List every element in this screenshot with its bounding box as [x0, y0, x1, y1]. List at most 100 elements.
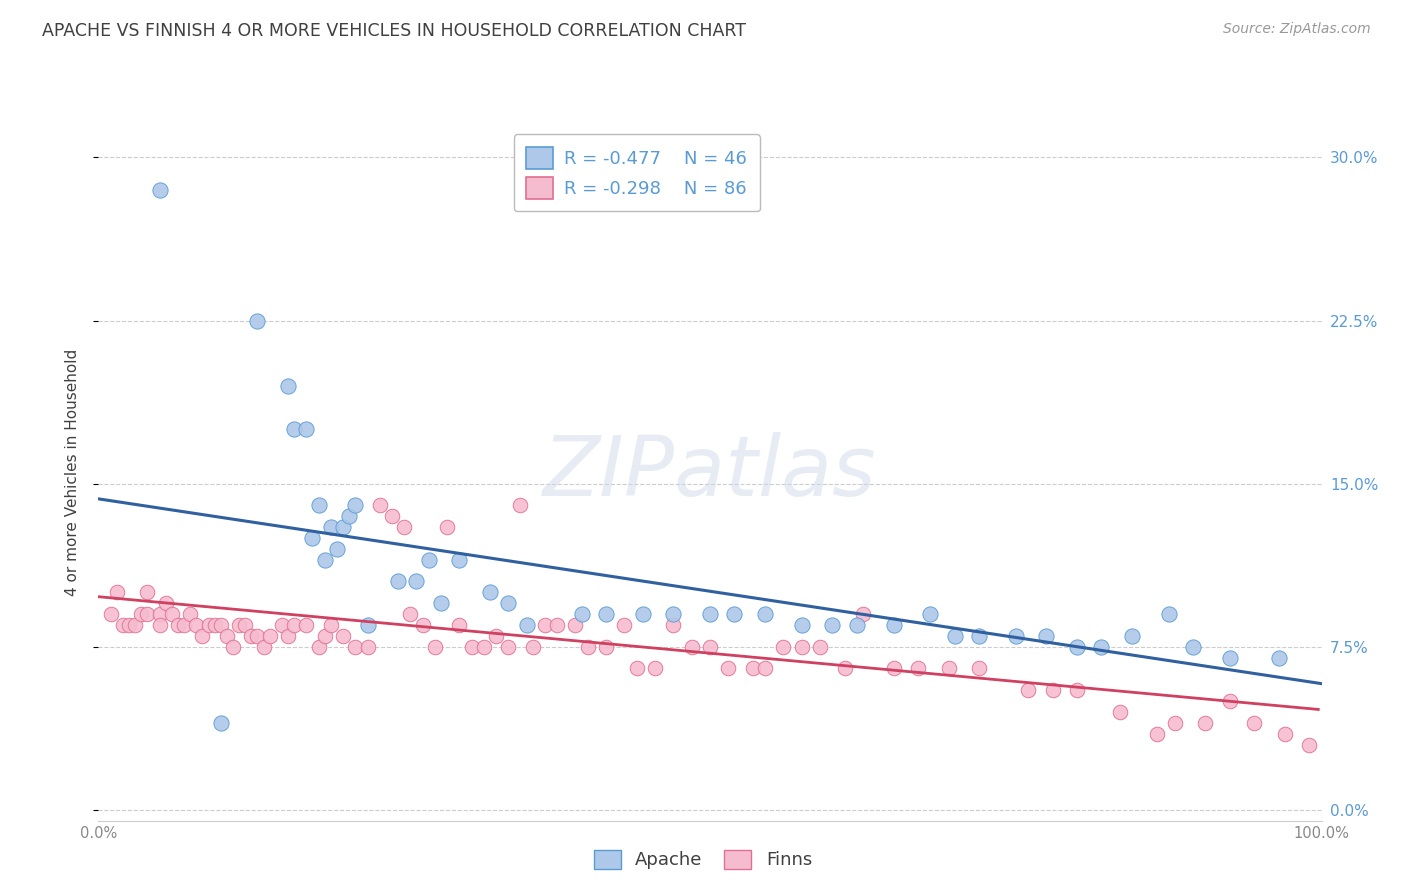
- Point: [883, 618, 905, 632]
- Point: [1121, 629, 1143, 643]
- Point: [368, 499, 391, 513]
- Point: [136, 607, 159, 621]
- Point: [631, 607, 654, 621]
- Point: [319, 520, 342, 534]
- Point: [283, 422, 305, 436]
- Point: [204, 618, 226, 632]
- Point: [405, 574, 427, 589]
- Point: [314, 629, 336, 643]
- Point: [252, 640, 274, 654]
- Point: [967, 661, 990, 675]
- Point: [790, 640, 813, 654]
- Point: [595, 640, 617, 654]
- Point: [326, 541, 349, 556]
- Point: [808, 640, 831, 654]
- Point: [449, 618, 471, 632]
- Point: [301, 531, 323, 545]
- Point: [699, 640, 721, 654]
- Point: [1157, 607, 1180, 621]
- Point: [790, 618, 813, 632]
- Point: [332, 520, 354, 534]
- Point: [845, 618, 868, 632]
- Point: [1182, 640, 1205, 654]
- Point: [852, 607, 875, 621]
- Text: ZIPatlas: ZIPatlas: [543, 433, 877, 513]
- Point: [834, 661, 856, 675]
- Point: [197, 618, 219, 632]
- Point: [1090, 640, 1112, 654]
- Point: [564, 618, 586, 632]
- Point: [1035, 629, 1057, 643]
- Point: [1274, 726, 1296, 740]
- Point: [412, 618, 434, 632]
- Point: [1066, 640, 1088, 654]
- Point: [436, 520, 458, 534]
- Legend: Apache, Finns: Apache, Finns: [585, 841, 821, 879]
- Point: [233, 618, 256, 632]
- Point: [1164, 715, 1187, 730]
- Point: [595, 607, 617, 621]
- Point: [699, 607, 721, 621]
- Point: [337, 509, 360, 524]
- Point: [522, 640, 544, 654]
- Point: [1243, 715, 1265, 730]
- Point: [105, 585, 128, 599]
- Point: [1268, 650, 1291, 665]
- Point: [387, 574, 409, 589]
- Point: [423, 640, 446, 654]
- Point: [209, 715, 232, 730]
- Point: [228, 618, 250, 632]
- Text: APACHE VS FINNISH 4 OR MORE VEHICLES IN HOUSEHOLD CORRELATION CHART: APACHE VS FINNISH 4 OR MORE VEHICLES IN …: [42, 22, 747, 40]
- Point: [319, 618, 342, 632]
- Point: [160, 607, 183, 621]
- Point: [907, 661, 929, 675]
- Point: [392, 520, 416, 534]
- Point: [515, 618, 537, 632]
- Point: [118, 618, 141, 632]
- Point: [821, 618, 844, 632]
- Legend: R = -0.477    N = 46, R = -0.298    N = 86: R = -0.477 N = 46, R = -0.298 N = 86: [513, 134, 759, 211]
- Point: [186, 618, 208, 632]
- Point: [332, 629, 354, 643]
- Point: [1298, 738, 1320, 752]
- Point: [626, 661, 648, 675]
- Text: Source: ZipAtlas.com: Source: ZipAtlas.com: [1223, 22, 1371, 37]
- Point: [1219, 650, 1241, 665]
- Point: [681, 640, 703, 654]
- Y-axis label: 4 or more Vehicles in Household: 4 or more Vehicles in Household: [65, 349, 80, 597]
- Point: [754, 607, 776, 621]
- Point: [938, 661, 960, 675]
- Point: [723, 607, 745, 621]
- Point: [191, 629, 214, 643]
- Point: [449, 552, 471, 567]
- Point: [1042, 683, 1064, 698]
- Point: [717, 661, 740, 675]
- Point: [295, 618, 318, 632]
- Point: [295, 422, 318, 436]
- Point: [314, 552, 336, 567]
- Point: [883, 661, 905, 675]
- Point: [173, 618, 195, 632]
- Point: [270, 618, 294, 632]
- Point: [259, 629, 281, 643]
- Point: [943, 629, 966, 643]
- Point: [111, 618, 134, 632]
- Point: [277, 378, 299, 392]
- Point: [209, 618, 232, 632]
- Point: [1194, 715, 1216, 730]
- Point: [167, 618, 190, 632]
- Point: [1066, 683, 1088, 698]
- Point: [772, 640, 794, 654]
- Point: [283, 618, 305, 632]
- Point: [155, 596, 177, 610]
- Point: [430, 596, 453, 610]
- Point: [754, 661, 776, 675]
- Point: [644, 661, 666, 675]
- Point: [576, 640, 599, 654]
- Point: [571, 607, 593, 621]
- Point: [277, 629, 299, 643]
- Point: [356, 618, 378, 632]
- Point: [509, 499, 531, 513]
- Point: [534, 618, 557, 632]
- Point: [1219, 694, 1241, 708]
